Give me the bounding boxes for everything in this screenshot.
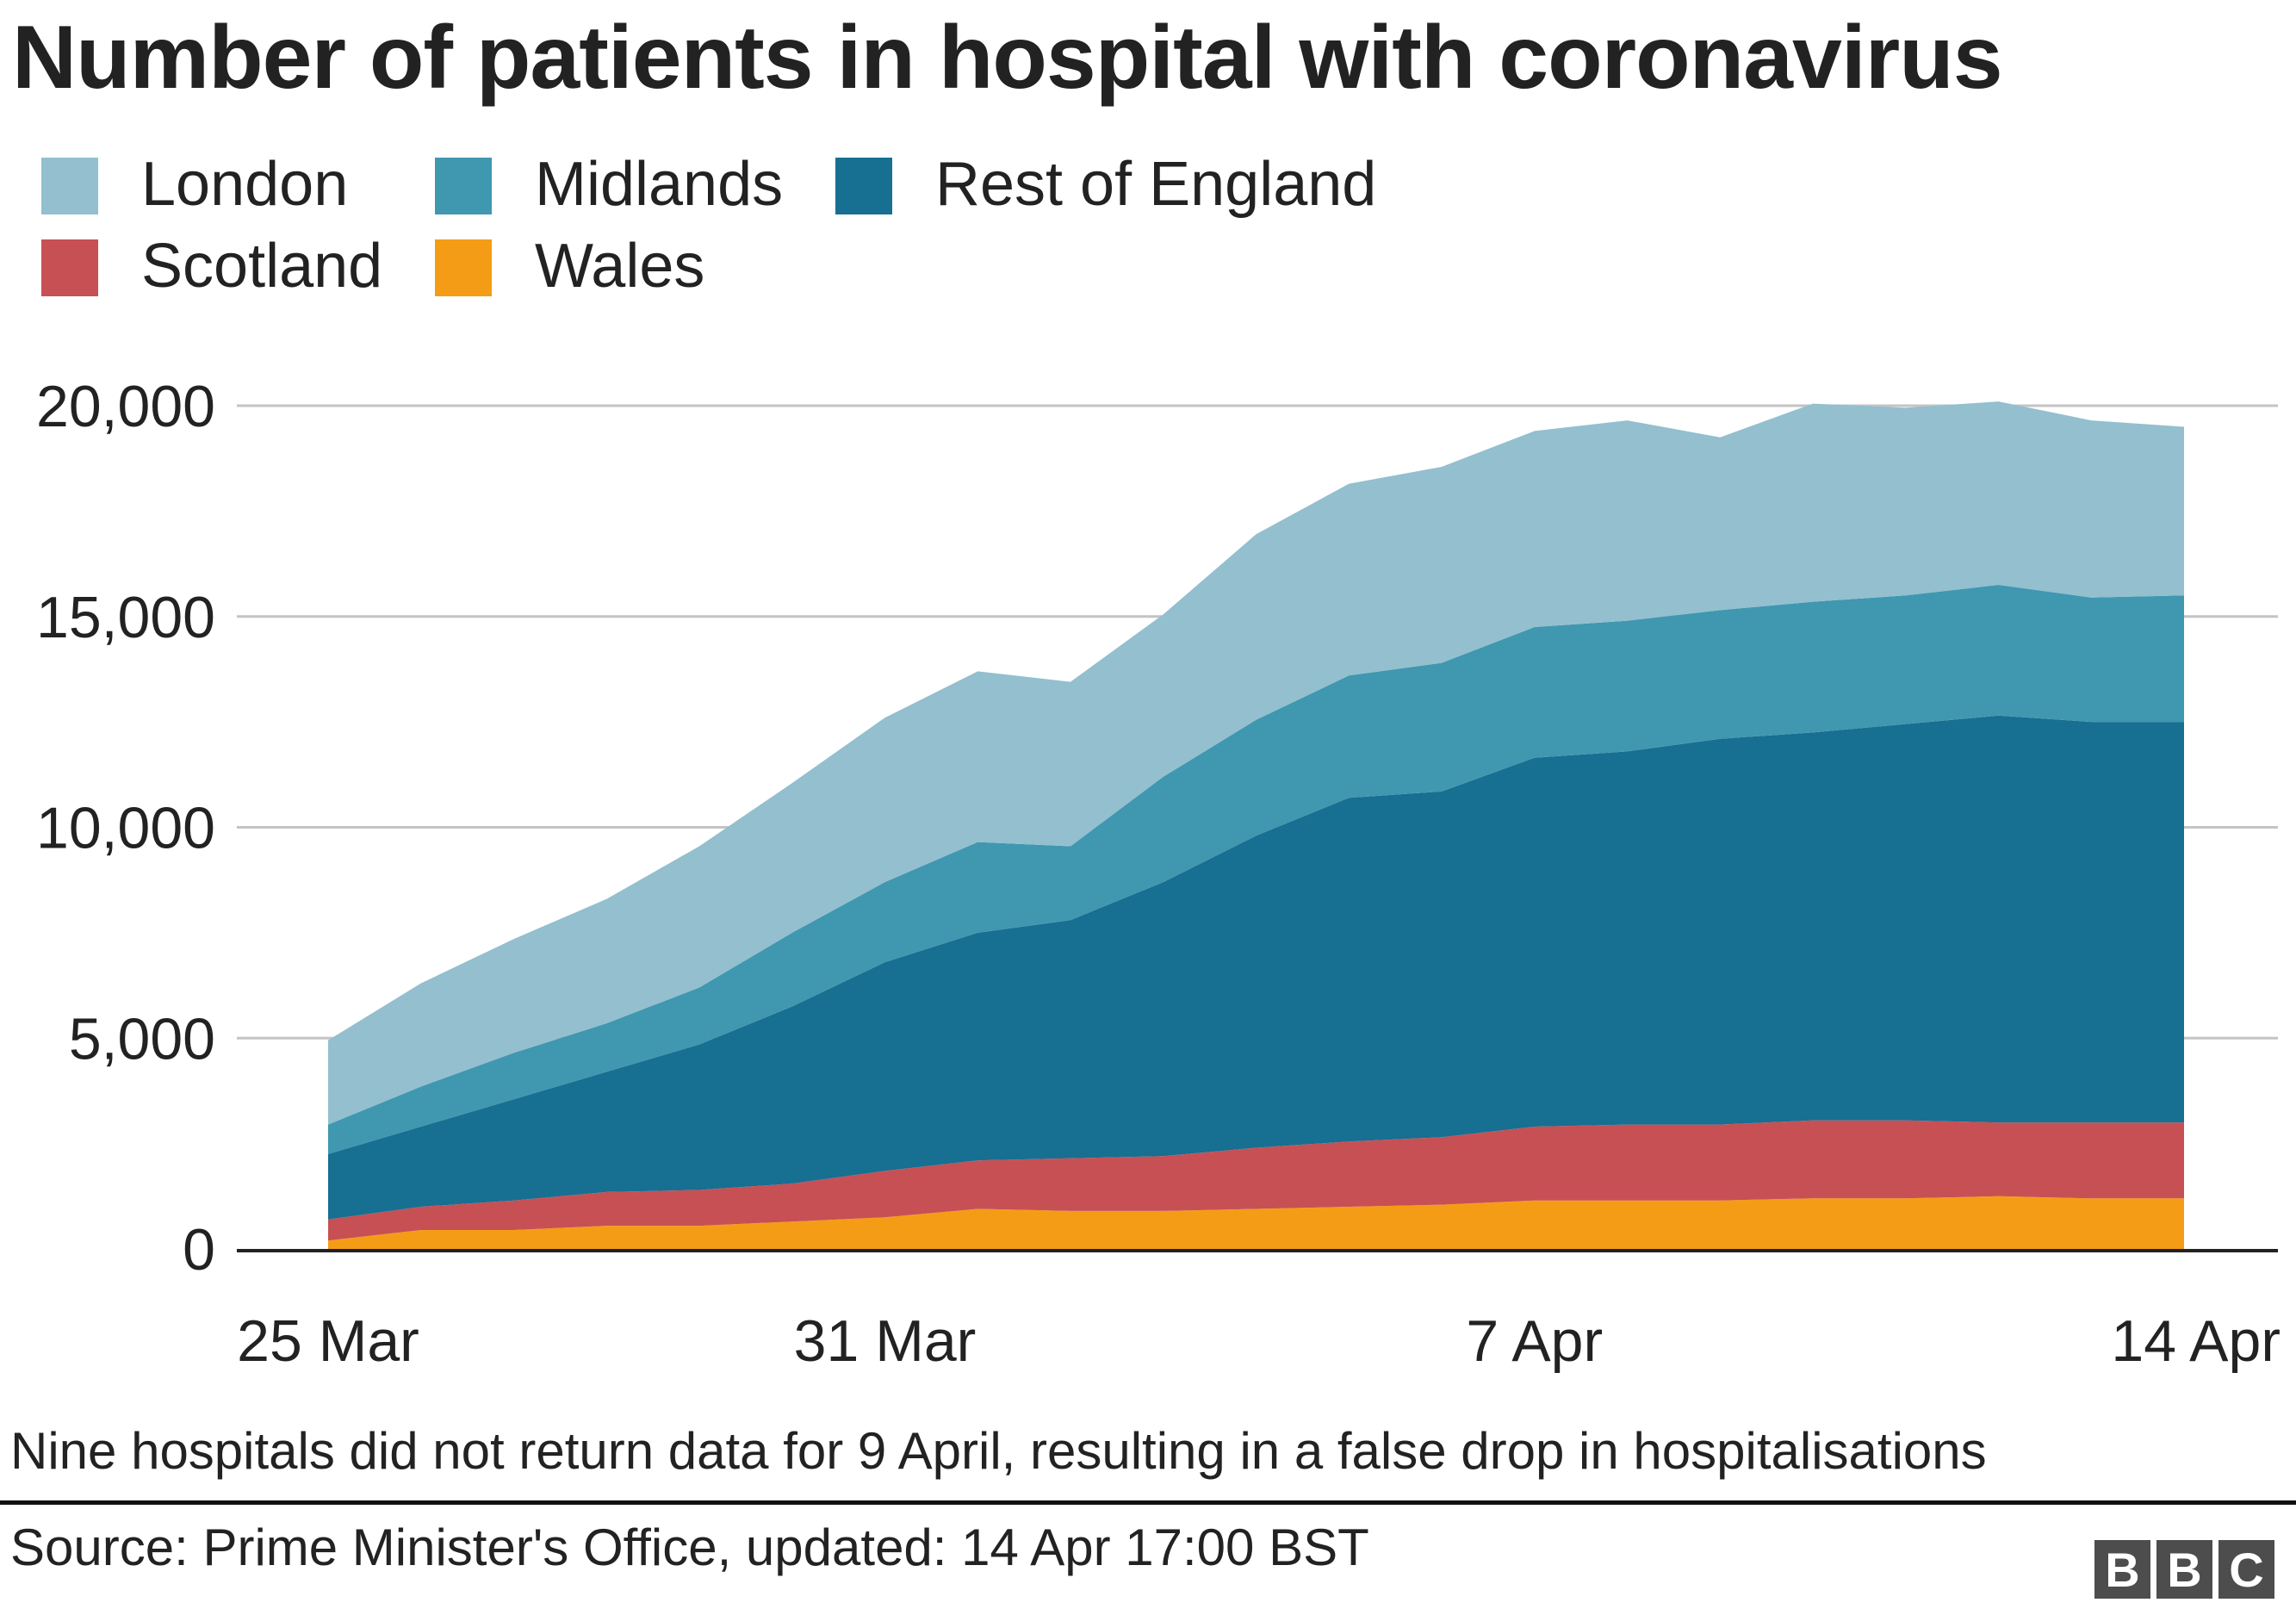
y-tick-label: 5,000 <box>69 1006 215 1071</box>
y-tick-label: 20,000 <box>36 374 215 439</box>
axes: 0 5,000 10,000 15,000 20,000 25 Mar 31 Mar 7 Ap… <box>36 374 2280 1374</box>
bbc-logo-letter: B <box>2094 1540 2150 1599</box>
y-tick-label: 10,000 <box>36 796 215 861</box>
area-rest-of-england <box>328 715 2184 1220</box>
legend-label: Wales <box>535 232 705 301</box>
x-tick-label: 31 Mar <box>794 1308 977 1374</box>
legend-swatch-wales <box>435 239 492 296</box>
area-london <box>328 401 2184 1125</box>
footer-divider <box>0 1500 2296 1505</box>
bbc-logo: B B C <box>2094 1540 2274 1599</box>
bbc-logo-letter: B <box>2156 1540 2212 1599</box>
area-midlands <box>328 585 2184 1154</box>
x-tick-label: 14 Apr <box>2111 1308 2280 1374</box>
legend-swatch-london <box>41 158 98 214</box>
legend-label: Rest of England <box>935 150 1377 219</box>
legend-label: Midlands <box>535 150 784 219</box>
legend-swatch-rest-of-england <box>835 158 892 214</box>
legend-label: London <box>141 150 349 219</box>
area-series <box>328 401 2184 1249</box>
y-tick-label: 0 <box>183 1217 215 1283</box>
area-scotland <box>328 1120 2184 1241</box>
y-tick-label: 15,000 <box>36 585 215 650</box>
chart-title: Number of patients in hospital with coro… <box>12 8 2003 108</box>
x-tick-label: 25 Mar <box>237 1308 419 1374</box>
stacked-area-chart: 0 5,000 10,000 15,000 20,000 25 Mar 31 Mar 7 Ap… <box>36 374 2280 1374</box>
chart-footnote: Nine hospitals did not return data for 9… <box>10 1422 1987 1480</box>
x-tick-label: 7 Apr <box>1466 1308 1603 1374</box>
source-text: Source: Prime Minister's Office, updated… <box>10 1519 1369 1576</box>
legend-label: Scotland <box>141 232 383 301</box>
legend-swatch-midlands <box>435 158 492 214</box>
bbc-logo-letter: C <box>2218 1540 2274 1599</box>
area-wales <box>328 1196 2184 1249</box>
legend-swatch-scotland <box>41 239 98 296</box>
